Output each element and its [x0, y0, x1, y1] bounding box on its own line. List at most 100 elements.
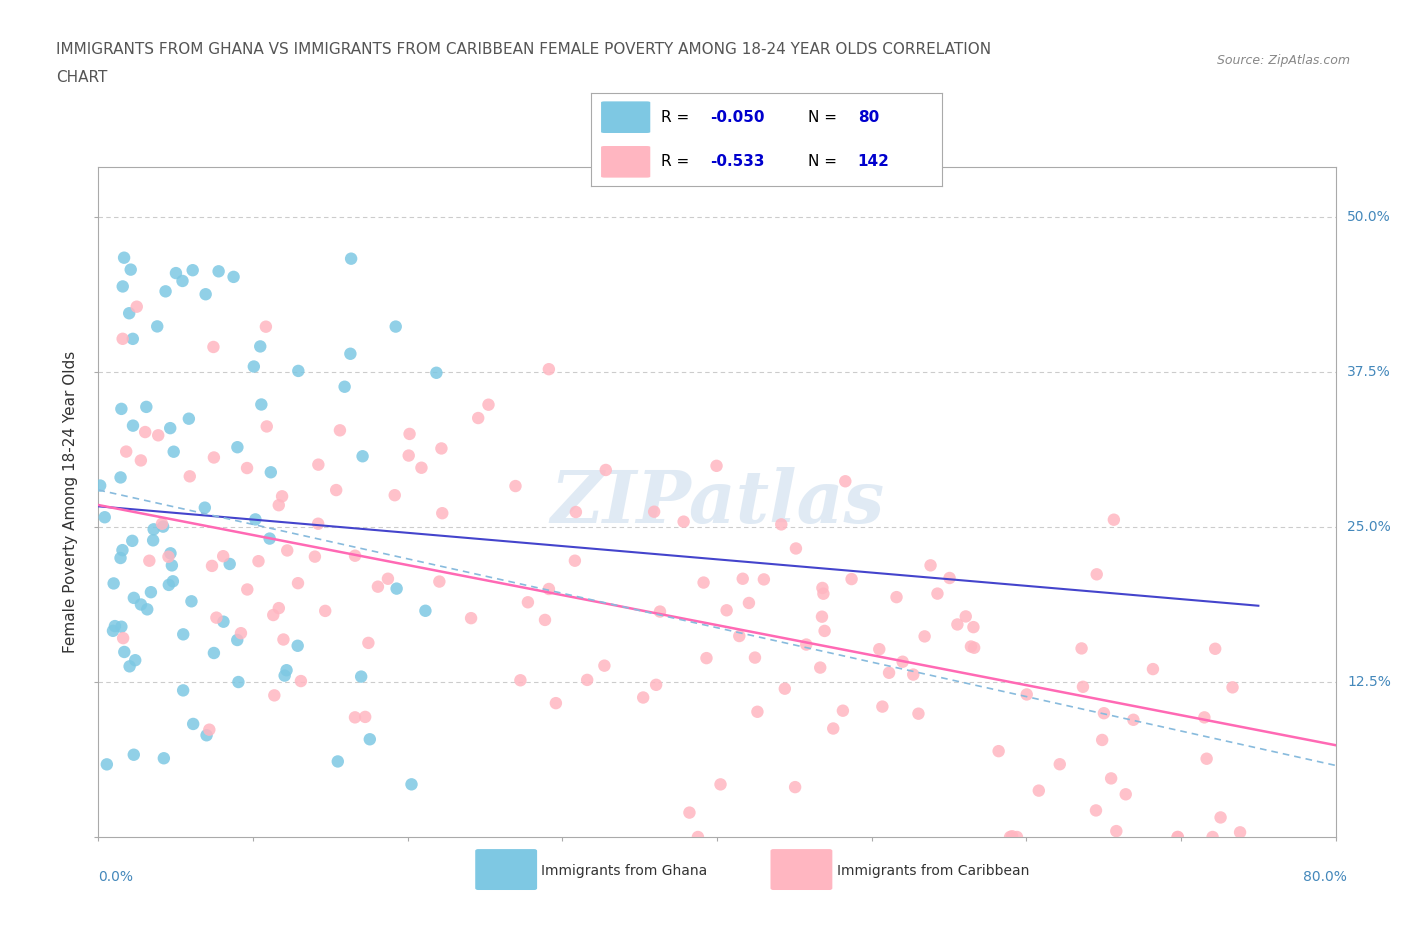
Text: R =: R =	[661, 154, 695, 169]
Point	[415, 604, 437, 618]
Point	[194, 500, 217, 515]
Point	[998, 830, 1021, 844]
Point	[385, 581, 408, 596]
Point	[1167, 830, 1189, 844]
Point	[212, 614, 235, 629]
Point	[695, 651, 717, 666]
Point	[120, 262, 142, 277]
Point	[770, 517, 793, 532]
Point	[118, 306, 141, 321]
Point	[565, 505, 588, 520]
Point	[823, 721, 845, 736]
Text: 37.5%: 37.5%	[1347, 365, 1391, 379]
Point	[534, 613, 557, 628]
Point	[122, 418, 145, 433]
Point	[460, 611, 482, 626]
Point	[122, 748, 145, 763]
Point	[307, 516, 329, 531]
Point	[834, 473, 856, 488]
Point	[401, 777, 423, 791]
Point	[1015, 687, 1038, 702]
Point	[813, 586, 835, 601]
Point	[96, 757, 118, 772]
Point	[509, 672, 531, 687]
Point	[129, 597, 152, 612]
Point	[352, 449, 374, 464]
Point	[1209, 810, 1232, 825]
Point	[927, 586, 949, 601]
Point	[194, 286, 217, 301]
Point	[177, 411, 200, 426]
Text: 0.0%: 0.0%	[98, 870, 134, 884]
Point	[367, 579, 389, 594]
Point	[159, 420, 181, 435]
Point	[290, 673, 312, 688]
Point	[276, 543, 298, 558]
Text: -0.533: -0.533	[710, 154, 765, 169]
Point	[256, 419, 278, 434]
Point	[1204, 642, 1226, 657]
Point	[716, 603, 738, 618]
Point	[146, 319, 169, 334]
Point	[101, 623, 124, 638]
Point	[110, 402, 132, 417]
Point	[914, 629, 936, 644]
Point	[326, 754, 349, 769]
Point	[250, 397, 273, 412]
Point	[159, 546, 181, 561]
Point	[811, 609, 834, 624]
Point	[576, 672, 599, 687]
Point	[477, 397, 499, 412]
Point	[135, 400, 157, 415]
Point	[537, 362, 560, 377]
Point	[153, 751, 176, 765]
Point	[1092, 706, 1115, 721]
Point	[1229, 825, 1251, 840]
Text: N =: N =	[808, 154, 842, 169]
Point	[121, 331, 143, 346]
Point	[340, 251, 363, 266]
Point	[228, 674, 250, 689]
Point	[359, 732, 381, 747]
Text: R =: R =	[661, 110, 695, 125]
Point	[329, 423, 352, 438]
Point	[868, 642, 890, 657]
Point	[222, 270, 245, 285]
Point	[202, 645, 225, 660]
Point	[243, 359, 266, 374]
Point	[89, 478, 111, 493]
Point	[432, 506, 454, 521]
Point	[467, 411, 489, 426]
Point	[94, 510, 117, 525]
Point	[218, 556, 240, 571]
Text: 80.0%: 80.0%	[1303, 870, 1347, 884]
Point	[134, 425, 156, 440]
Point	[201, 558, 224, 573]
Point	[155, 284, 177, 299]
Point	[138, 553, 160, 568]
Point	[907, 706, 929, 721]
Point	[686, 830, 709, 844]
Point	[104, 618, 127, 633]
Point	[1084, 803, 1107, 817]
Point	[267, 498, 290, 512]
Point	[307, 458, 329, 472]
Point	[1070, 641, 1092, 656]
Point	[709, 777, 731, 791]
FancyBboxPatch shape	[602, 101, 650, 133]
Point	[886, 590, 908, 604]
Point	[247, 553, 270, 568]
Point	[287, 364, 309, 379]
Point	[384, 487, 406, 502]
Point	[287, 638, 309, 653]
Text: Immigrants from Ghana: Immigrants from Ghana	[541, 864, 707, 879]
Point	[162, 574, 184, 589]
Point	[987, 744, 1010, 759]
Point	[115, 445, 138, 459]
Point	[938, 570, 960, 585]
Point	[1122, 712, 1144, 727]
Point	[202, 450, 225, 465]
Point	[287, 576, 309, 591]
Point	[180, 594, 202, 609]
Point	[1115, 787, 1137, 802]
